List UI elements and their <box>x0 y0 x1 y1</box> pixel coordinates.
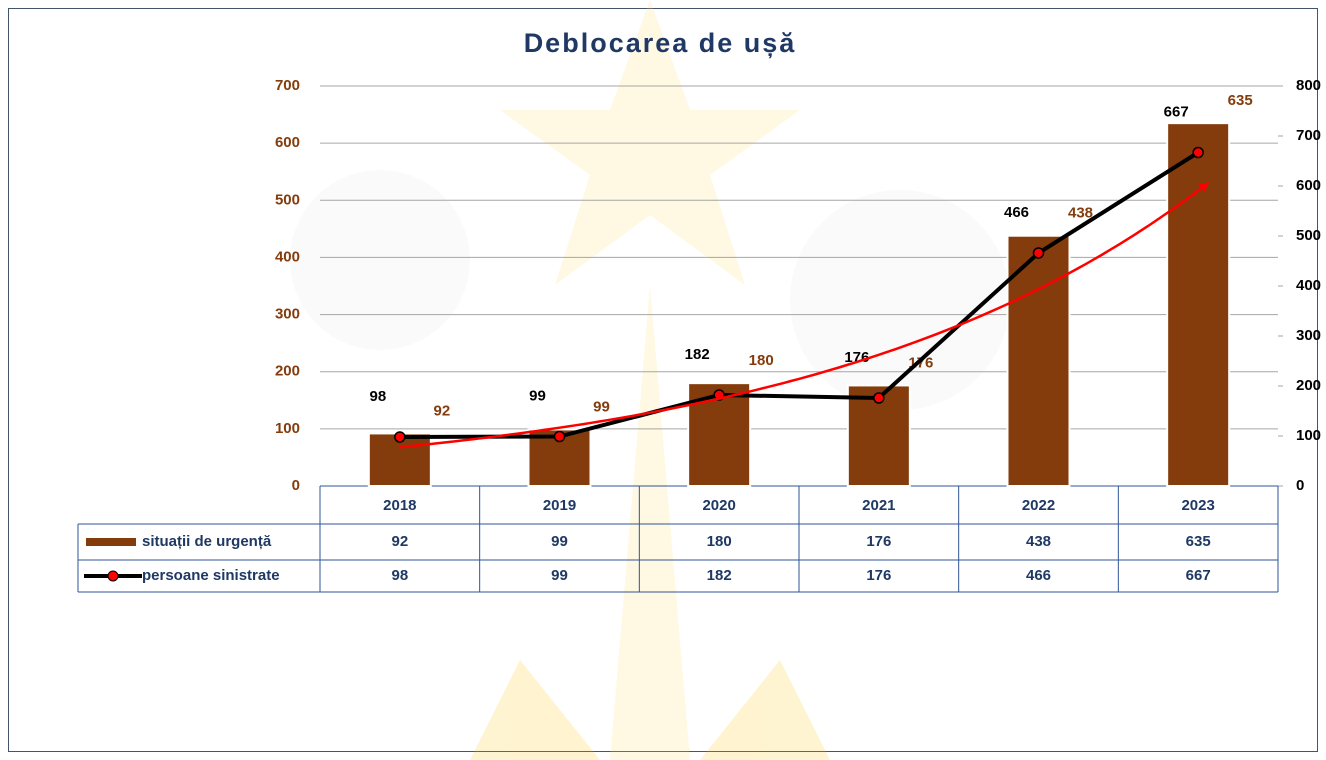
bar-value-label: 92 <box>433 402 450 419</box>
y2-tick-label: 300 <box>1296 327 1321 344</box>
chart-title: Deblocarea de ușă <box>524 28 797 58</box>
bar-value-label: 438 <box>1068 205 1093 222</box>
line-value-label: 98 <box>369 388 386 405</box>
line-value-label: 667 <box>1164 103 1189 120</box>
y-tick-label: 300 <box>275 306 300 323</box>
table-value: 92 <box>391 533 408 550</box>
table-value: 99 <box>551 533 568 550</box>
line-value-label: 182 <box>685 346 710 363</box>
table-value: 98 <box>391 567 408 584</box>
line-marker <box>394 431 406 443</box>
legend-label: persoane sinistrate <box>142 567 280 584</box>
y2-tick-label: 400 <box>1296 277 1321 294</box>
table-value: 635 <box>1186 533 1211 550</box>
bar-value-label: 99 <box>593 398 610 415</box>
bar-value-label: 180 <box>749 352 774 369</box>
bar-value-label: 635 <box>1228 92 1253 109</box>
table-value: 667 <box>1186 567 1211 584</box>
bar <box>1166 122 1231 488</box>
y-tick-label: 400 <box>275 248 300 265</box>
y-tick-label: 500 <box>275 191 300 208</box>
y-tick-label: 0 <box>292 477 300 494</box>
line-value-label: 99 <box>529 387 546 404</box>
y2-tick-label: 200 <box>1296 377 1321 394</box>
x-tick-label: 2023 <box>1181 497 1214 514</box>
line-marker <box>873 392 885 404</box>
legend-swatch <box>86 538 136 546</box>
line-marker <box>1032 247 1045 259</box>
x-tick-label: 2018 <box>383 497 416 514</box>
table-value: 176 <box>866 567 891 584</box>
y-tick-label: 700 <box>275 77 300 94</box>
y2-tick-label: 600 <box>1296 177 1321 194</box>
trendline <box>399 182 1210 449</box>
line <box>399 150 1200 439</box>
x-tick-label: 2019 <box>543 497 576 514</box>
legend-swatch <box>107 570 119 582</box>
y-tick-label: 600 <box>275 134 300 151</box>
table-value: 438 <box>1026 533 1051 550</box>
y2-tick-label: 100 <box>1296 427 1321 444</box>
y2-tick-label: 700 <box>1296 127 1321 144</box>
table-value: 180 <box>707 533 732 550</box>
line-value-label: 466 <box>1004 204 1029 221</box>
y2-tick-label: 0 <box>1296 477 1304 494</box>
y2-tick-label: 500 <box>1296 227 1321 244</box>
x-tick-label: 2022 <box>1022 497 1055 514</box>
table-value: 182 <box>707 567 732 584</box>
line-marker <box>553 430 566 443</box>
y2-tick-label: 800 <box>1296 77 1321 94</box>
x-tick-label: 2021 <box>862 497 895 514</box>
y-tick-label: 100 <box>275 420 300 437</box>
table-value: 99 <box>551 567 568 584</box>
table-value: 466 <box>1026 567 1051 584</box>
watermark <box>290 0 1010 760</box>
line-marker <box>1192 146 1204 159</box>
legend-label: situații de urgență <box>142 533 272 550</box>
frame <box>8 8 1318 752</box>
x-tick-label: 2020 <box>702 497 735 514</box>
table-value: 176 <box>866 533 891 550</box>
y-tick-label: 200 <box>275 363 300 380</box>
line-value-label: 176 <box>844 349 869 366</box>
